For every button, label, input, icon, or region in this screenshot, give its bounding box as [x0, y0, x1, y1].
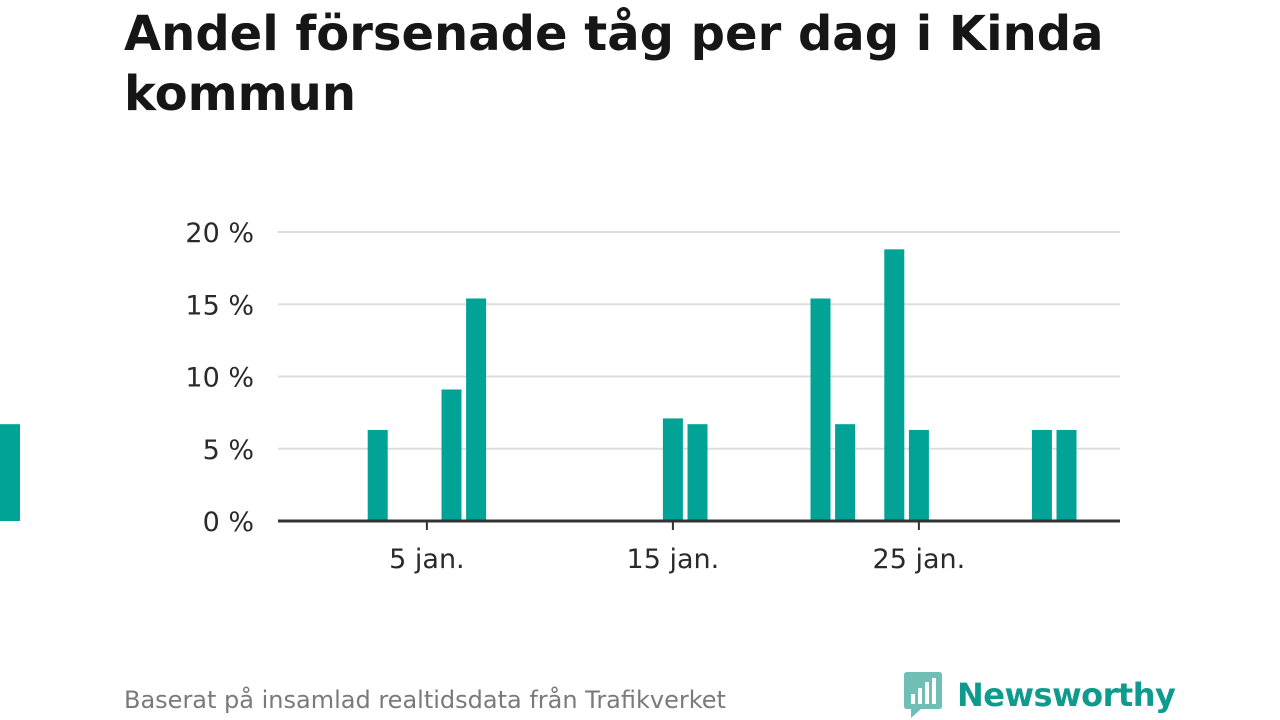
bar — [687, 424, 708, 521]
bar — [884, 249, 905, 521]
brand-name: Newsworthy — [957, 676, 1176, 714]
bar — [0, 424, 20, 521]
y-tick-label: 0 % — [203, 507, 254, 538]
y-tick-label: 10 % — [185, 363, 254, 394]
bar — [662, 418, 683, 521]
x-tick-label: 15 jan. — [627, 544, 720, 575]
y-tick-label: 5 % — [203, 435, 254, 466]
bar — [810, 298, 831, 521]
source-note: Baserat på insamlad realtidsdata från Tr… — [124, 686, 726, 714]
bar — [1056, 429, 1077, 521]
bars — [0, 249, 1077, 521]
bar — [835, 424, 856, 521]
y-axis-ticks: 0 % 5 % 10 % 15 % 20 % — [185, 218, 254, 538]
y-tick-label: 15 % — [185, 290, 254, 321]
gridlines — [278, 231, 1120, 450]
chart-title: Andel försenade tåg per dag i Kinda komm… — [124, 6, 1104, 122]
bar — [466, 298, 487, 521]
newsworthy-logo: Newsworthy — [903, 670, 1176, 720]
x-tick-label: 25 jan. — [873, 544, 966, 575]
y-tick-label: 20 % — [185, 218, 254, 249]
bar — [367, 429, 388, 521]
bar-chart-logo-icon — [904, 672, 942, 718]
bar — [1031, 429, 1052, 521]
x-tick-label: 5 jan. — [389, 544, 465, 575]
bar — [908, 429, 929, 521]
bar — [441, 389, 462, 521]
x-axis-ticks: 5 jan. 15 jan. 25 jan. — [389, 521, 965, 575]
